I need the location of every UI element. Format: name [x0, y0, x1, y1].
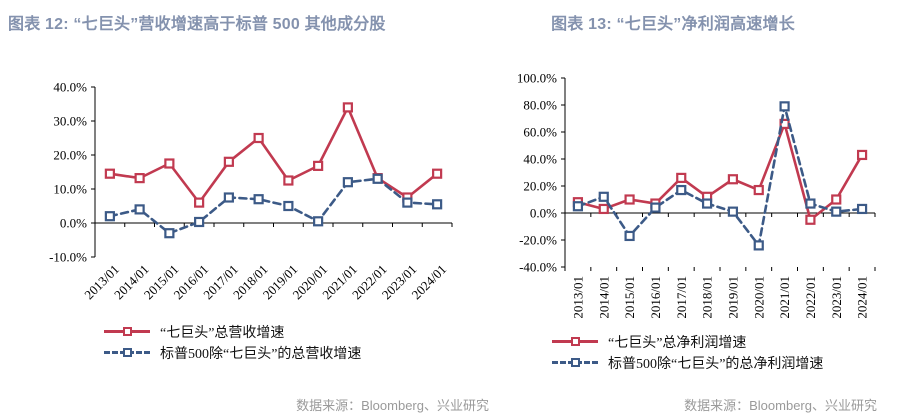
- svg-text:2024/01: 2024/01: [855, 276, 870, 319]
- blue-dashed-line-swatch: [104, 347, 150, 358]
- axes: -40.0% -20.0% 0.0% 20.0% 40.0% 60.0% 80.0% 100.…: [517, 71, 876, 275]
- legend-item: 标普500除“七巨头”的总净利润增速: [552, 352, 823, 373]
- series-line-1: [572, 101, 868, 251]
- series-line-1: [104, 173, 443, 239]
- svg-text:40.0%: 40.0%: [53, 80, 87, 95]
- x-axis-labels: 2013/012014/012015/012016/012017/012018/…: [81, 262, 449, 303]
- svg-text:2015/01: 2015/01: [622, 276, 637, 319]
- svg-text:40.0%: 40.0%: [523, 152, 557, 167]
- blue-dashed-line-swatch: [552, 357, 598, 368]
- data-source-note: 数据来源：Bloomberg、兴业研究: [296, 398, 489, 413]
- svg-text:100.0%: 100.0%: [517, 71, 557, 86]
- svg-text:0.0%: 0.0%: [530, 206, 557, 221]
- series-line-0: [572, 118, 868, 225]
- chart-13-title: 图表 13: “七巨头”净利润高速增长: [551, 16, 795, 33]
- svg-text:30.0%: 30.0%: [53, 114, 87, 129]
- svg-text:0.0%: 0.0%: [60, 216, 87, 231]
- legend-square-marker-icon: [123, 348, 132, 357]
- chart-12-legend: “七巨头”总营收增速 标普500除“七巨头”的总营收增速: [104, 321, 361, 363]
- svg-text:2017/01: 2017/01: [674, 276, 689, 319]
- red-solid-line-swatch: [552, 336, 598, 347]
- red-solid-line-swatch: [104, 326, 150, 337]
- legend-item: “七巨头”总净利润增速: [552, 331, 823, 352]
- legend-label: 标普500除“七巨头”的总营收增速: [160, 346, 362, 362]
- svg-text:2021/01: 2021/01: [777, 276, 792, 319]
- legend-square-marker-icon: [571, 337, 580, 346]
- legend-square-marker-icon: [571, 358, 580, 367]
- svg-text:2022/01: 2022/01: [803, 276, 818, 319]
- svg-text:-40.0%: -40.0%: [519, 260, 557, 275]
- axes: -10.0% 0.0% 10.0% 20.0% 30.0% 40.0%: [49, 80, 453, 265]
- svg-text:-20.0%: -20.0%: [519, 233, 557, 248]
- legend-label: “七巨头”总净利润增速: [608, 335, 747, 351]
- svg-text:60.0%: 60.0%: [523, 125, 557, 140]
- svg-text:2020/01: 2020/01: [751, 276, 766, 319]
- legend-label: 标普500除“七巨头”的总净利润增速: [608, 356, 824, 372]
- svg-text:2018/01: 2018/01: [700, 276, 715, 319]
- svg-text:10.0%: 10.0%: [53, 182, 87, 197]
- chart-12-plot: -10.0% 0.0% 10.0% 20.0% 30.0% 40.0% 2013/01201…: [49, 80, 453, 303]
- svg-text:20.0%: 20.0%: [53, 148, 87, 163]
- svg-text:-10.0%: -10.0%: [49, 250, 87, 265]
- svg-text:2014/01: 2014/01: [596, 276, 611, 319]
- svg-text:2013/01: 2013/01: [570, 276, 585, 319]
- series-line-0: [104, 102, 443, 208]
- svg-text:80.0%: 80.0%: [523, 98, 557, 113]
- svg-text:2019/01: 2019/01: [725, 276, 740, 319]
- chart-13-legend: “七巨头”总净利润增速 标普500除“七巨头”的总净利润增速: [552, 331, 823, 373]
- x-axis-labels: 2013/01 2014/01 2015/01 2016/01 2017/01 2018/…: [570, 276, 869, 319]
- svg-text:2023/01: 2023/01: [829, 276, 844, 319]
- chart-13-plot: -40.0% -20.0% 0.0% 20.0% 40.0% 60.0% 80.0% 100.…: [517, 71, 876, 319]
- data-source-note: 数据来源：Bloomberg、兴业研究: [684, 398, 877, 413]
- svg-text:20.0%: 20.0%: [523, 179, 557, 194]
- svg-text:2016/01: 2016/01: [648, 276, 663, 319]
- legend-label: “七巨头”总营收增速: [160, 325, 285, 341]
- legend-square-marker-icon: [123, 327, 132, 336]
- legend-item: “七巨头”总营收增速: [104, 321, 361, 342]
- chart-12-title: 图表 12: “七巨头”营收增速高于标普 500 其他成分股: [8, 16, 386, 33]
- legend-item: 标普500除“七巨头”的总营收增速: [104, 342, 361, 363]
